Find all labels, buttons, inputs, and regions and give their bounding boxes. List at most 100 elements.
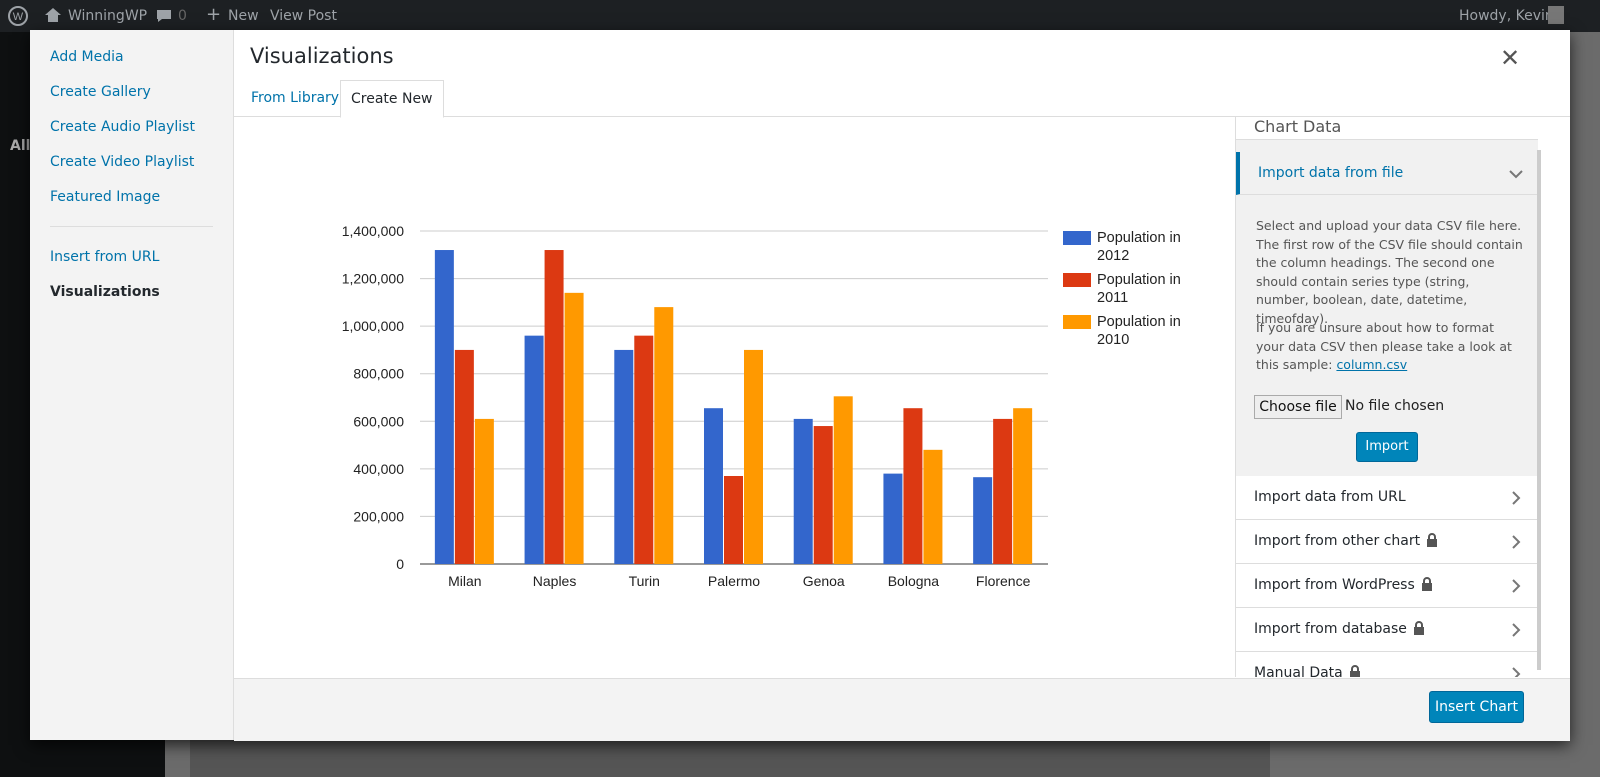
x-tick-label: Milan [448, 573, 481, 589]
menu-item[interactable]: Add Media [50, 49, 124, 65]
insert-button[interactable]: Insert Chart [1429, 691, 1524, 723]
y-tick-label: 200,000 [353, 508, 404, 524]
help: If you are unsure about how to format yo… [1256, 320, 1512, 372]
import-button[interactable]: Import [1356, 432, 1418, 462]
section-label: Import data from URL [1254, 489, 1406, 505]
chevron [1508, 666, 1524, 677]
x-tick-label: Florence [976, 573, 1031, 589]
view-post-link[interactable]: View Post [270, 8, 337, 24]
comment-icon[interactable] [156, 9, 172, 23]
bar [973, 477, 993, 564]
legend-label: Population in 2010 [1097, 314, 1181, 348]
legend-swatch [1063, 231, 1091, 245]
section-label: Import from WordPress [1254, 577, 1433, 595]
y-tick-label: 1,000,000 [342, 318, 404, 334]
sample-link[interactable]: column.csv [1336, 357, 1408, 372]
side-panel: Chart Data Import data from file Select … [1235, 117, 1538, 677]
section[interactable]: Manual Data [1236, 652, 1538, 677]
separator [50, 226, 213, 227]
legend-label: Population in 2011 [1097, 272, 1181, 306]
content [234, 116, 1570, 677]
panel-header: Chart Data [1236, 117, 1538, 140]
bar [544, 250, 564, 564]
section[interactable]: Import from database [1236, 608, 1538, 652]
file-status: No file chosen [1345, 398, 1445, 414]
lock-icon [1413, 621, 1425, 639]
bar [1013, 408, 1033, 564]
bar [474, 418, 494, 564]
bar [434, 250, 454, 564]
comment-count[interactable]: 0 [178, 8, 187, 24]
plus-icon[interactable]: + [206, 4, 222, 25]
tab[interactable]: Create New [340, 80, 444, 118]
menu-item[interactable]: Create Video Playlist [50, 154, 195, 170]
section-open[interactable]: Import data from file [1236, 152, 1538, 195]
wp-logo[interactable]: W [8, 6, 28, 26]
x-tick-label: Palermo [708, 573, 760, 589]
page-background [190, 740, 1270, 777]
bar [744, 349, 763, 564]
bar [704, 408, 723, 564]
x-tick-label: Genoa [803, 573, 845, 589]
y-tick-label: 600,000 [353, 413, 404, 429]
modal: Add Media Create Gallery Create Audio Pl… [30, 30, 1570, 741]
tab[interactable]: From Library [251, 90, 340, 106]
lock-icon [1426, 533, 1438, 551]
menu-item[interactable]: Create Gallery [50, 84, 151, 100]
media-menu: Add Media Create Gallery Create Audio Pl… [30, 30, 234, 740]
menu-item[interactable]: Featured Image [50, 189, 161, 205]
bar [793, 418, 813, 564]
bar [654, 307, 674, 564]
svg-text:W: W [13, 11, 24, 23]
y-tick-label: 1,400,000 [342, 223, 404, 239]
bar [454, 349, 474, 564]
site-name[interactable]: WinningWP [68, 8, 148, 24]
menu-item[interactable]: All [10, 138, 31, 154]
section-label: Manual Data [1254, 665, 1361, 677]
menu-item[interactable]: Visualizations [50, 284, 160, 300]
admin-bar: W WinningWP 0 + New View Post Howdy, Kev… [0, 0, 1600, 32]
legend-label: Population in 2012 [1097, 230, 1181, 264]
close-button[interactable]: ✕ [1500, 44, 1521, 72]
bar [813, 426, 833, 564]
menu-item[interactable]: Create Audio Playlist [50, 119, 195, 135]
legend-item: Population in 2012 [1063, 229, 1197, 265]
footer [234, 678, 1570, 741]
section[interactable]: Import from other chart [1236, 520, 1538, 564]
new-link[interactable]: New [228, 8, 259, 24]
legend-swatch [1063, 273, 1091, 287]
bar [903, 408, 923, 564]
legend-item: Population in 2011 [1063, 271, 1197, 307]
greeting[interactable]: Howdy, Kevin [1459, 8, 1554, 24]
legend-swatch [1063, 315, 1091, 329]
description: Select and upload your data CSV file her… [1256, 218, 1523, 326]
lock-icon [1421, 577, 1433, 595]
bar [614, 349, 634, 564]
bar [564, 292, 584, 564]
bar [634, 335, 654, 564]
bar [724, 475, 743, 564]
menu-item[interactable]: Insert from URL [50, 249, 160, 265]
x-tick-label: Turin [629, 573, 660, 589]
bar [993, 418, 1013, 564]
help-text: If you are unsure about how to format yo… [1256, 319, 1526, 375]
chevron [1508, 534, 1524, 554]
bar [524, 335, 544, 564]
file-button[interactable]: Choose file [1254, 395, 1342, 419]
x-tick-label: Naples [533, 573, 577, 589]
bar [833, 396, 853, 564]
home-icon[interactable] [44, 7, 62, 23]
chart: 0 200,000 400,000 600,000 800,000 1,000,000 1,… [342, 223, 1048, 589]
scrollbar [1537, 150, 1541, 670]
y-tick-label: 1,200,000 [342, 271, 404, 287]
avatar[interactable] [1548, 6, 1564, 24]
bar [883, 473, 903, 564]
chevron [1508, 622, 1524, 642]
section-label: Import from other chart [1254, 533, 1438, 551]
section[interactable]: Import from WordPress [1236, 564, 1538, 608]
chevron [1508, 578, 1524, 598]
section[interactable]: Import data from URL [1236, 476, 1538, 520]
legend-item: Population in 2010 [1063, 313, 1197, 349]
lock-icon [1349, 665, 1361, 677]
